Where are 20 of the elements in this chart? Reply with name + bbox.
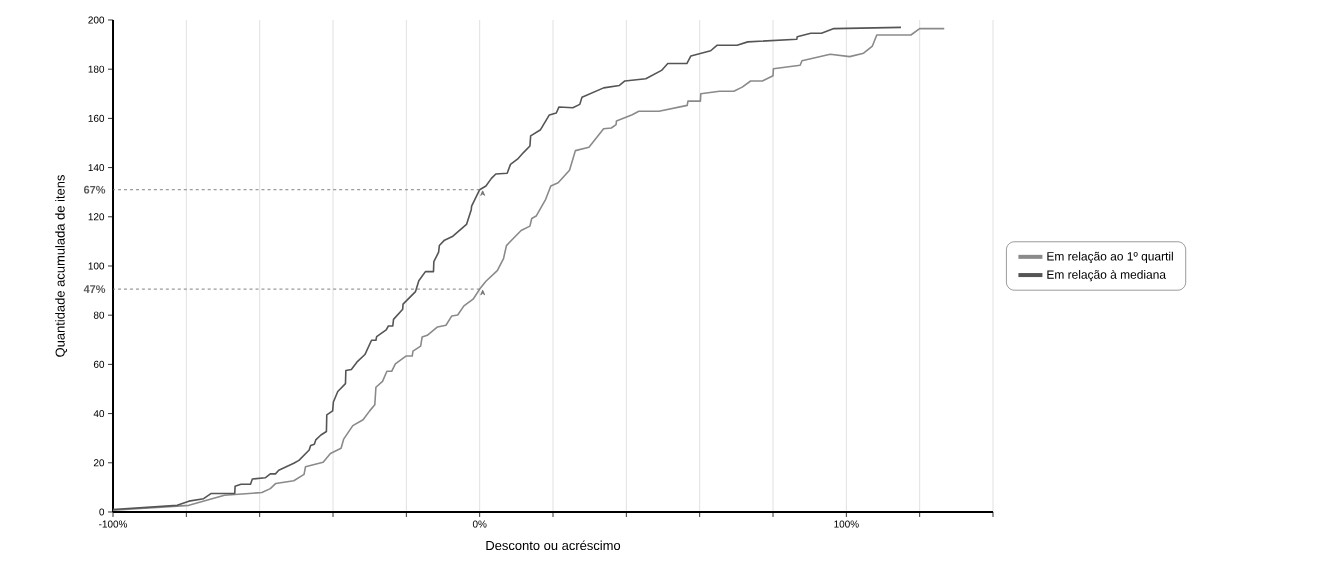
x-tick-label: -100% [99,520,128,528]
y-tick-label: 60 [93,360,105,368]
y-tick-label: 100 [88,262,105,270]
y-tick-label: 160 [88,114,105,122]
y-tick-label: 80 [93,311,105,319]
y-tick-label: 40 [93,410,105,418]
x-tick-label: 100% [834,520,859,528]
y-tick-label: 120 [88,213,105,221]
y-tick-label: 0 [99,508,105,516]
x-axis-title: Desconto ou acréscimo [486,540,621,551]
y-tick-label: 200 [88,16,105,24]
y-tick-label: 20 [93,459,105,467]
legend-label: Em relação ao 1º quartil [1047,251,1173,263]
legend-label: Em relação à mediana [1047,269,1166,282]
y-axis-title: Quantidade acumulada de itens [55,175,68,357]
y-tick-label: 140 [88,164,105,172]
annotation: 47% [83,285,106,293]
x-tick-label: 0% [472,520,487,528]
annotation: 67% [83,185,106,194]
y-tick-label: 180 [88,65,105,73]
